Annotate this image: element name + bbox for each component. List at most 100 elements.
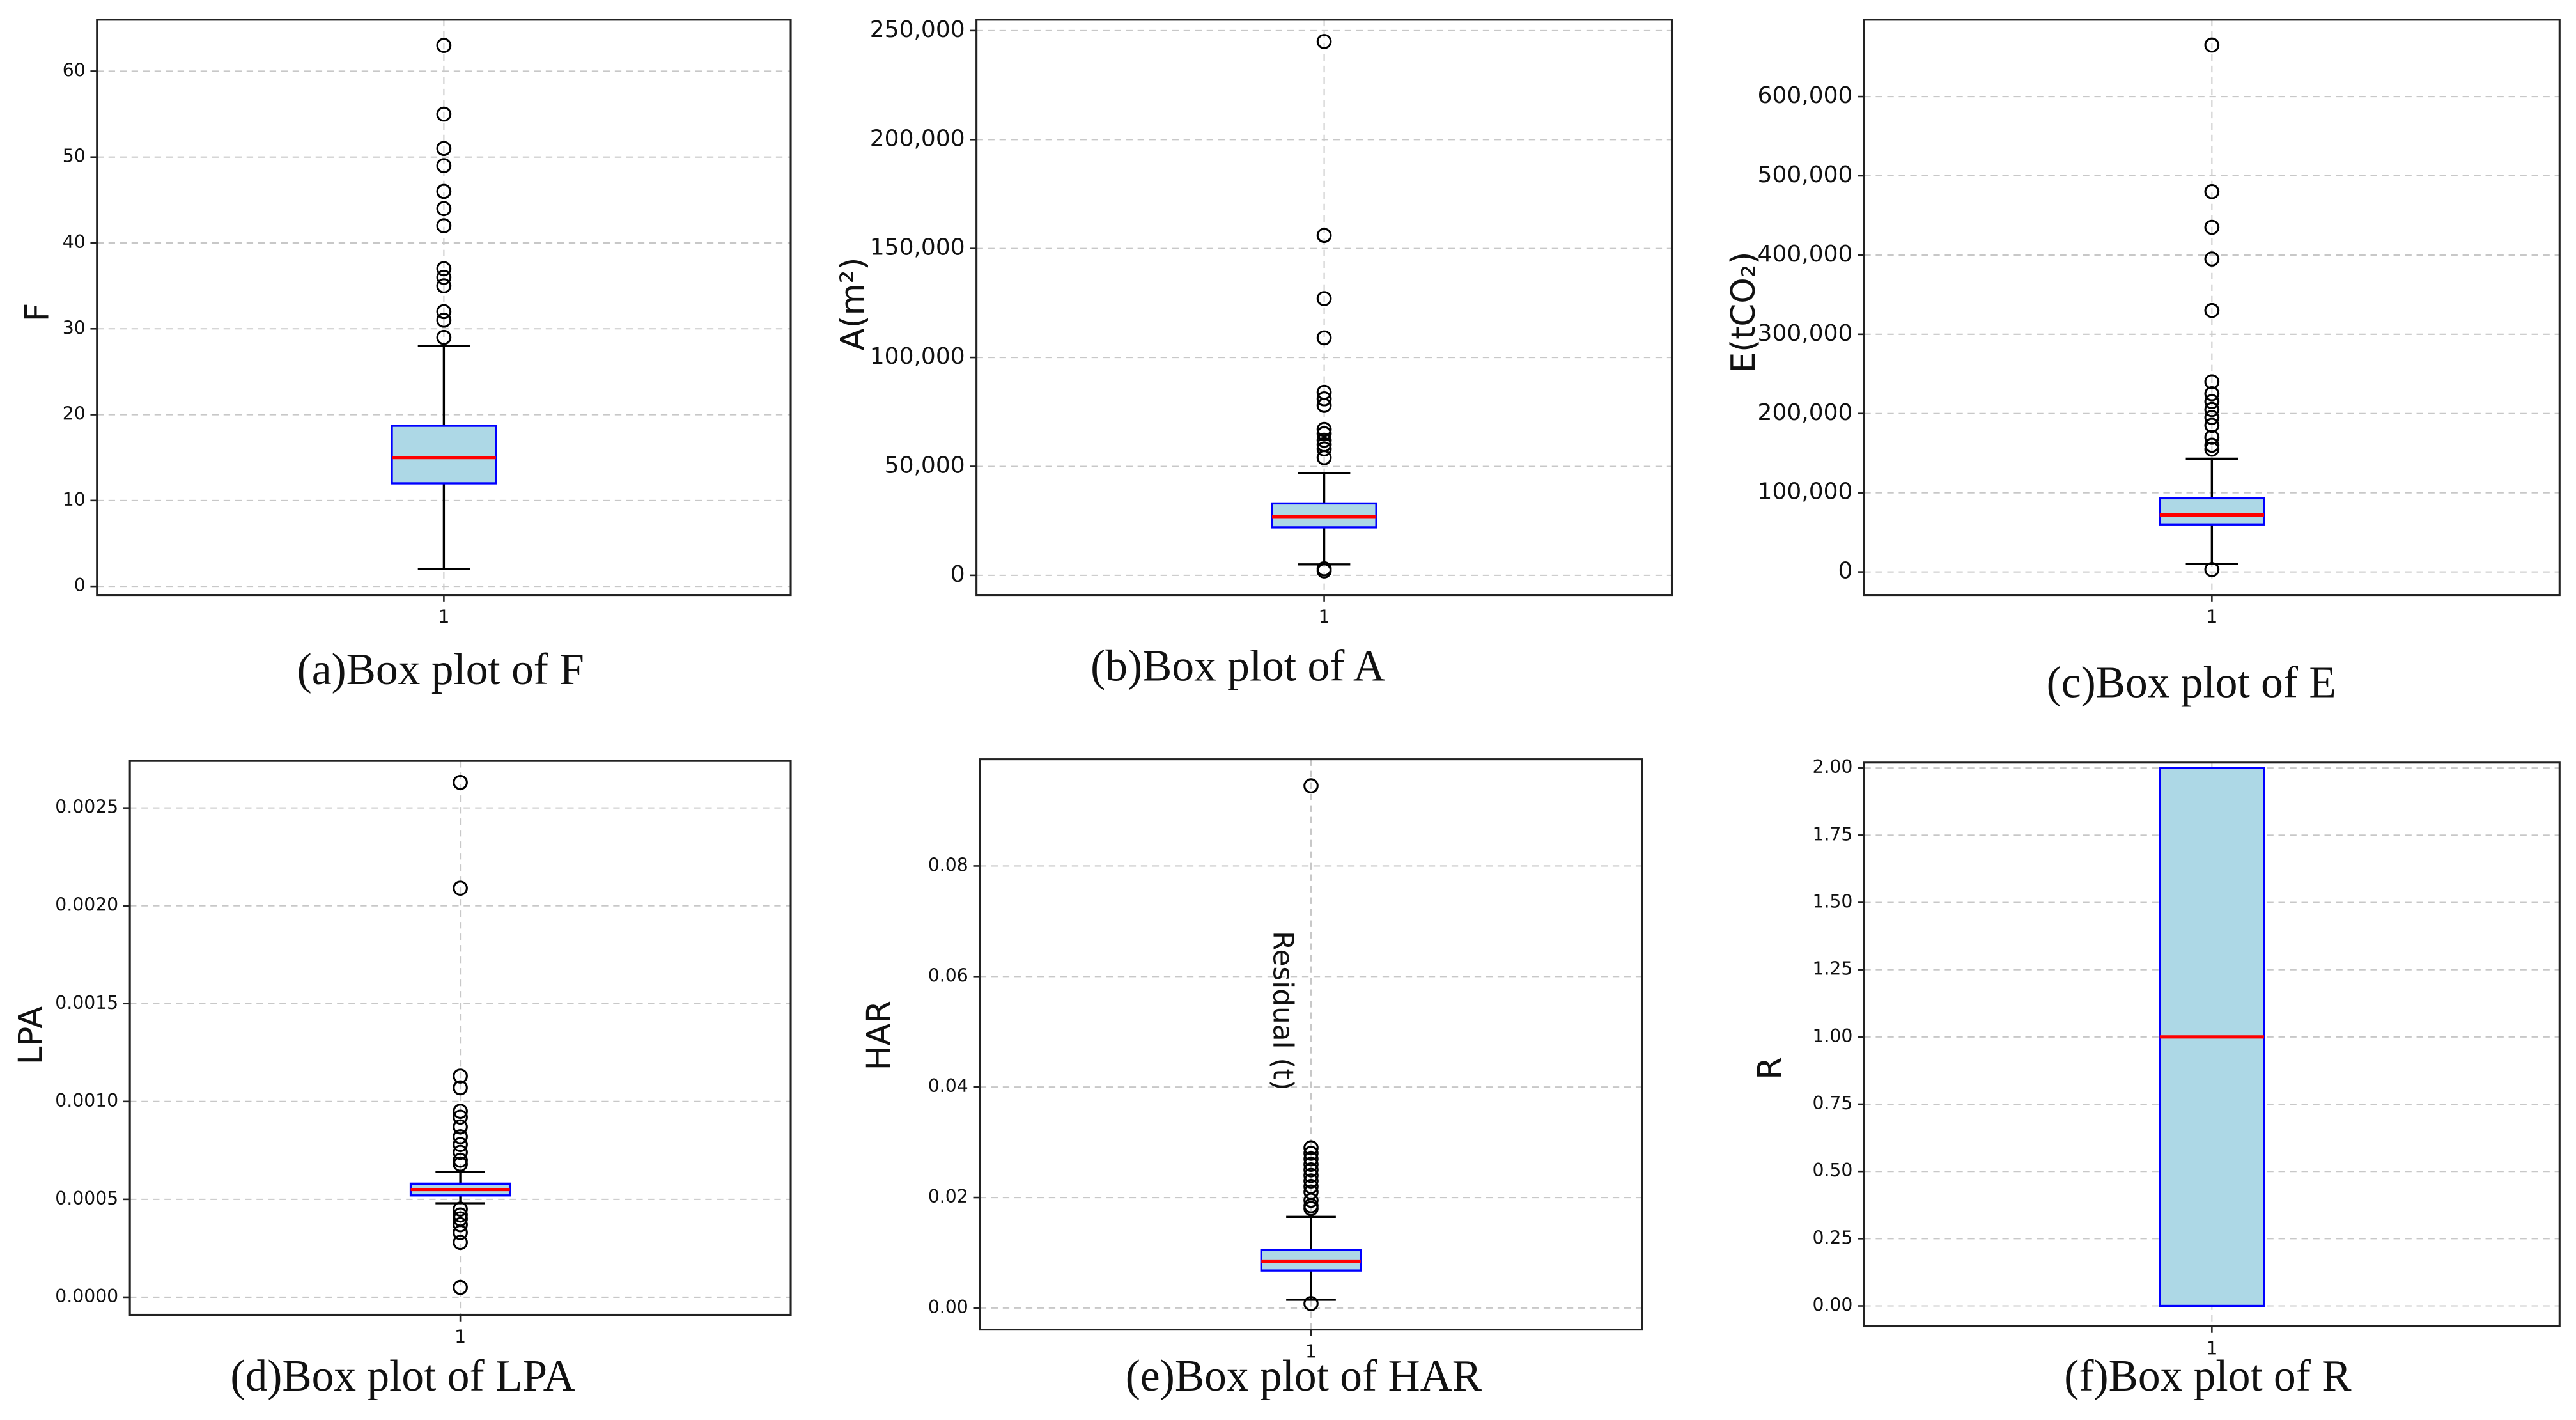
box-plot-panel: 0.0000 0.0005 0.0010 0.0015 0.0020 0.0025 1 LPA… <box>12 760 792 1401</box>
outlier <box>1316 391 1332 407</box>
outlier <box>1316 34 1332 49</box>
y-tick-label: 150,000 <box>870 235 965 261</box>
box-plot-panel: 0.00 0.25 0.50 0.75 1.00 1.25 1.50 1.75 2.00 1 R (f… <box>1751 756 2561 1401</box>
outlier <box>436 329 452 345</box>
caption: (f)Box plot of R <box>2064 1352 2352 1401</box>
y-tick-label: 0 <box>950 561 965 588</box>
outlier <box>1316 561 1332 577</box>
y-tick-label: 0.0010 <box>55 1090 118 1111</box>
outlier <box>2204 37 2220 53</box>
outlier <box>436 304 452 320</box>
outlier <box>1303 778 1319 793</box>
y-tick-label: 0 <box>74 575 86 596</box>
y-tick-label: 400,000 <box>1758 241 1853 267</box>
box <box>2159 497 2265 526</box>
caption: (c)Box plot of E <box>2047 658 2336 707</box>
outlier <box>2204 430 2220 445</box>
outlier <box>436 183 452 199</box>
caption: (e)Box plot of HAR <box>1126 1352 1482 1401</box>
y-tick-label: 1.50 <box>1812 891 1852 912</box>
y-axis-label: E(tCO₂) <box>1725 252 1763 373</box>
box-plot-panel: 0 10 20 30 40 50 60 1 F (a)Box plot of F <box>19 19 792 694</box>
y-tick-label: 0.00 <box>928 1297 968 1318</box>
outlier <box>453 1207 468 1223</box>
outlier <box>1316 441 1332 457</box>
outlier <box>453 1235 468 1251</box>
y-tick-label: 300,000 <box>1758 320 1853 347</box>
y-tick-label: 600,000 <box>1758 82 1853 109</box>
outlier <box>453 1201 468 1217</box>
y-tick-label: 200,000 <box>1758 400 1853 426</box>
y-tick-label: 0.0005 <box>55 1188 118 1209</box>
outlier <box>436 106 452 122</box>
outlier <box>1303 1140 1319 1156</box>
plot-frame <box>96 19 792 597</box>
y-tick-label: 1.25 <box>1812 958 1852 979</box>
caption: (b)Box plot of A <box>1090 642 1385 691</box>
outlier <box>436 218 452 233</box>
outlier <box>436 261 452 277</box>
outlier <box>1303 1157 1319 1173</box>
outlier <box>2204 219 2220 235</box>
y-axis-label: LPA <box>12 1006 50 1065</box>
outlier <box>2204 402 2220 417</box>
y-tick-label: 1.00 <box>1812 1026 1852 1047</box>
box-plot-panel: 0 100,000 200,000 300,000 400,000 500,000 600,… <box>1725 19 2561 707</box>
outlier <box>453 1144 468 1160</box>
plot-frame <box>979 758 1643 1331</box>
box <box>391 425 497 485</box>
y-tick-label: 200,000 <box>870 125 965 152</box>
y-tick-label: 0.06 <box>928 965 968 986</box>
caption: (a)Box plot of F <box>297 645 584 694</box>
outlier <box>453 1217 468 1233</box>
y-tick-label: 0.0015 <box>55 992 118 1013</box>
y-tick-label: 30 <box>63 317 86 338</box>
y-tick-label: 10 <box>63 489 86 510</box>
y-tick-label: 0.0025 <box>55 797 118 818</box>
y-tick-label: 0.02 <box>928 1186 968 1207</box>
outlier <box>436 158 452 173</box>
y-axis-label: R <box>1751 1057 1789 1080</box>
y-tick-label: 0 <box>1838 558 1852 584</box>
plot-frame <box>975 19 1673 597</box>
y-tick-label: 0.0000 <box>55 1286 118 1307</box>
x-tick-label: 1 <box>1319 607 1330 628</box>
outlier <box>2204 374 2220 390</box>
outlier <box>1303 1162 1319 1178</box>
outlier <box>1316 432 1332 448</box>
y-tick-label: 2.00 <box>1812 756 1852 777</box>
outlier <box>453 1156 468 1172</box>
outlier <box>2204 183 2220 199</box>
y-tick-label: 60 <box>63 59 86 81</box>
outlier <box>1303 1173 1319 1189</box>
outlier <box>2204 441 2220 457</box>
outlier <box>453 1068 468 1084</box>
y-tick-label: 1.75 <box>1812 823 1852 845</box>
outlier <box>1303 1296 1319 1311</box>
x-tick-label: 1 <box>2206 1338 2217 1359</box>
y-tick-label: 20 <box>63 403 86 425</box>
y-tick-label: 0.08 <box>928 854 968 875</box>
outlier <box>1316 228 1332 244</box>
y-tick-label: 100,000 <box>870 343 965 370</box>
outlier <box>1316 384 1332 400</box>
y-axis-label: F <box>19 303 57 322</box>
outlier <box>436 313 452 328</box>
outlier <box>436 38 452 53</box>
outlier <box>453 1137 468 1152</box>
outlier <box>2204 417 2220 433</box>
outlier <box>453 1104 468 1119</box>
outlier <box>453 880 468 896</box>
y-tick-label: 0.04 <box>928 1075 968 1096</box>
outlier <box>436 269 452 285</box>
outlier <box>1303 1184 1319 1200</box>
plot-frame <box>1863 761 2561 1328</box>
outlier <box>2204 437 2220 453</box>
box-plot-panel: 0 50,000 100,000 150,000 200,000 250,000 1 A(m²… <box>834 17 1673 691</box>
outlier <box>453 1129 468 1144</box>
outlier <box>1316 437 1332 453</box>
x-tick-label: 1 <box>454 1326 466 1347</box>
y-tick-label: 50,000 <box>885 452 965 478</box>
annotation: Residual (t) <box>1267 931 1300 1091</box>
